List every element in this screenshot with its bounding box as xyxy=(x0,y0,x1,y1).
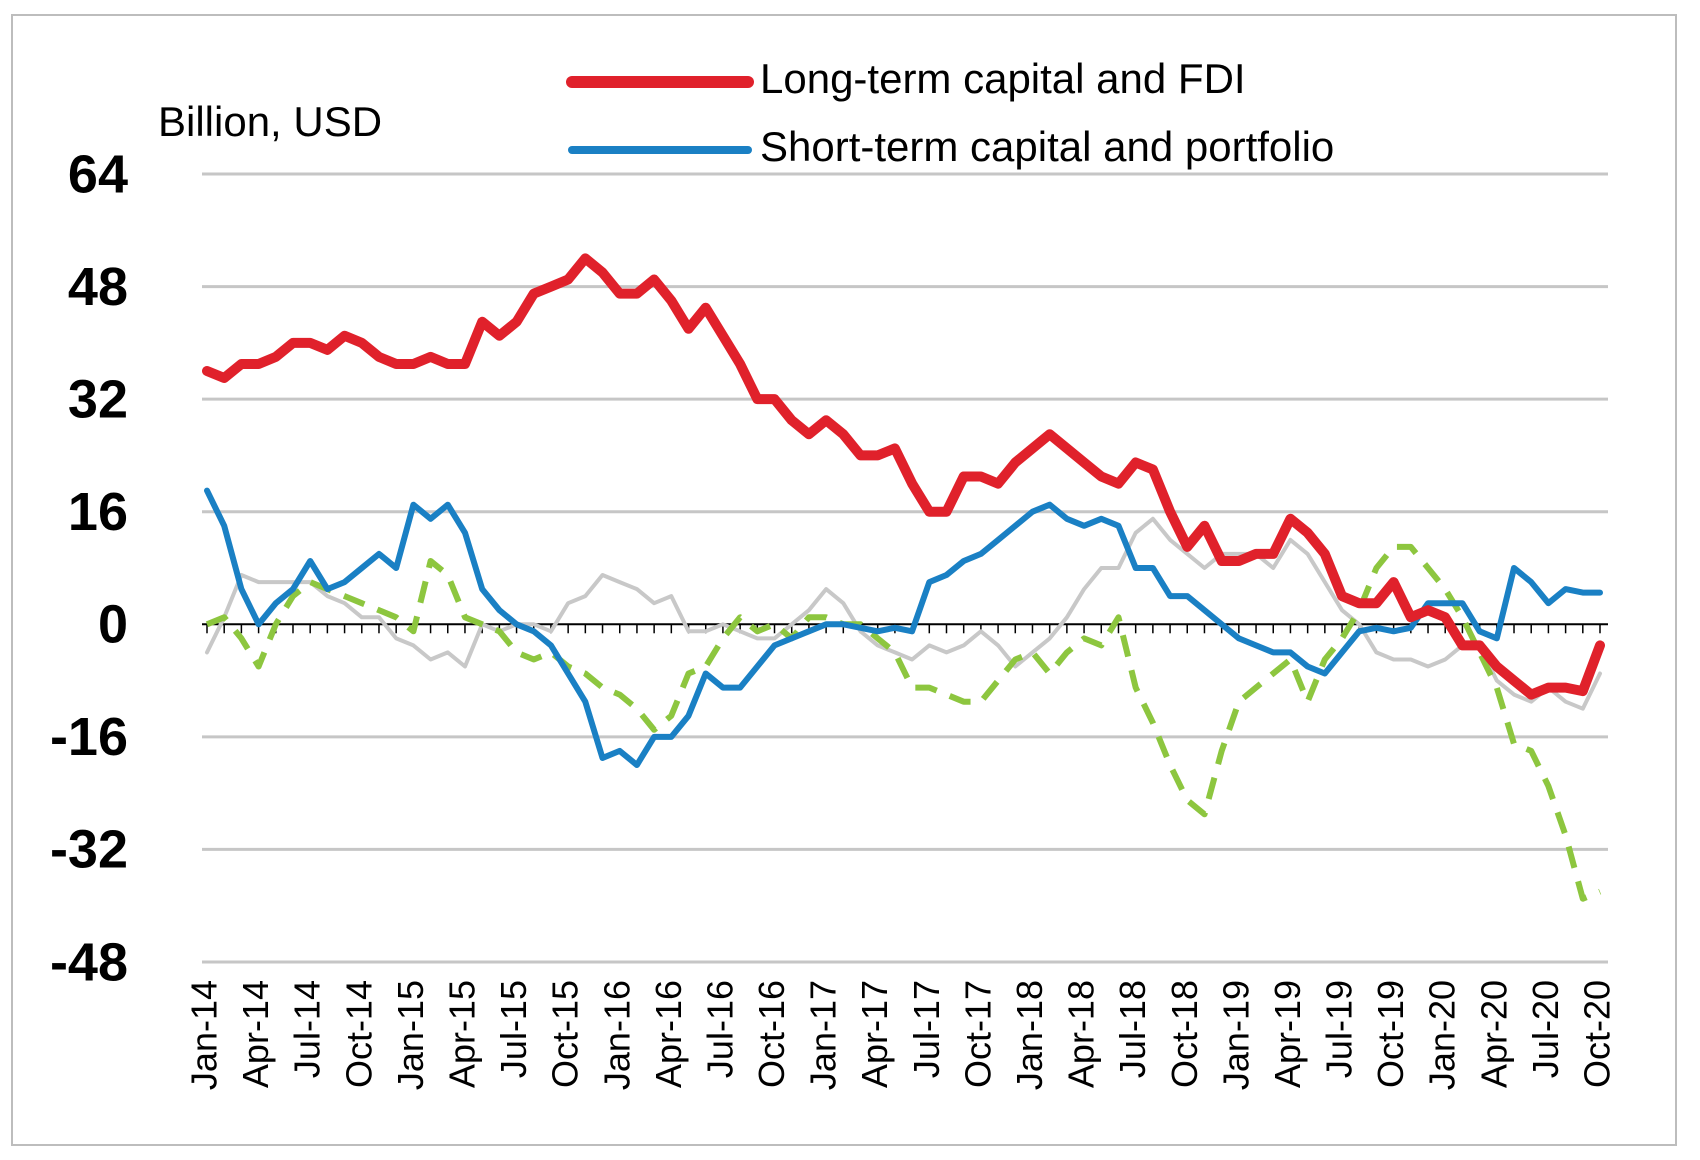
x-tick-label: Jan-16 xyxy=(596,980,637,1090)
series-line xyxy=(205,543,1602,902)
x-tick-label: Jul-20 xyxy=(1525,980,1566,1078)
x-tick-label: Jan-18 xyxy=(1009,980,1050,1090)
x-tick-label: Jul-18 xyxy=(1112,980,1153,1078)
x-tick-label: Jan-17 xyxy=(803,980,844,1090)
y-tick-label: 16 xyxy=(68,482,128,542)
x-tick-label: Apr-15 xyxy=(441,980,482,1088)
x-tick-label: Apr-18 xyxy=(1061,980,1102,1088)
y-tick-label: 0 xyxy=(98,595,128,655)
series-line xyxy=(205,516,1602,711)
y-tick-label: 32 xyxy=(68,369,128,429)
x-tick-label: Jan-20 xyxy=(1422,980,1463,1090)
y-tick-label: -48 xyxy=(50,932,128,992)
x-tick-label: Jul-19 xyxy=(1319,980,1360,1078)
y-tick-label: -32 xyxy=(50,820,128,880)
x-tick-label: Oct-16 xyxy=(751,980,792,1088)
x-tick-label: Jul-14 xyxy=(287,980,328,1078)
x-tick-label: Jul-16 xyxy=(699,980,740,1078)
x-tick-label: Apr-20 xyxy=(1473,980,1514,1088)
x-tick-label: Jan-14 xyxy=(184,980,225,1090)
x-tick-label: Apr-16 xyxy=(648,980,689,1088)
y-axis-label: Billion, USD xyxy=(158,98,382,145)
x-tick-label: Oct-20 xyxy=(1577,980,1618,1088)
legend-label: Short-term capital and portfolio xyxy=(760,123,1334,170)
x-tick-label: Apr-19 xyxy=(1267,980,1308,1088)
x-tick-label: Jul-17 xyxy=(906,980,947,1078)
y-tick-label: 48 xyxy=(68,257,128,317)
x-tick-label: Oct-14 xyxy=(338,980,379,1088)
y-tick-label: 64 xyxy=(68,144,128,204)
series-line xyxy=(202,253,1605,700)
x-tick-label: Jul-15 xyxy=(493,980,534,1078)
x-tick-label: Jan-15 xyxy=(390,980,431,1090)
x-tick-label: Oct-19 xyxy=(1370,980,1411,1088)
x-tick-label: Apr-17 xyxy=(854,980,895,1088)
series-line xyxy=(204,487,1603,768)
x-tick-label: Oct-15 xyxy=(545,980,586,1088)
x-tick-label: Jan-19 xyxy=(1215,980,1256,1090)
x-tick-label: Oct-17 xyxy=(957,980,998,1088)
legend-label: Long-term capital and FDI xyxy=(760,55,1246,102)
frame xyxy=(11,14,1677,1146)
y-tick-label: -16 xyxy=(50,707,128,767)
x-tick-label: Oct-18 xyxy=(1164,980,1205,1088)
x-tick-label: Apr-14 xyxy=(235,980,276,1088)
